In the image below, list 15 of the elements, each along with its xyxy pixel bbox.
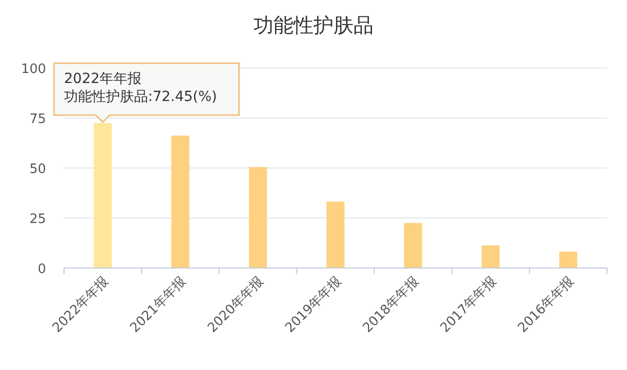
bar xyxy=(248,167,267,268)
y-tick-label: 75 xyxy=(29,112,46,127)
y-tick-label: 100 xyxy=(21,62,46,77)
bar xyxy=(94,123,112,268)
annotation: 2022年年报 xyxy=(64,71,142,88)
bar xyxy=(482,245,500,268)
bar xyxy=(404,223,422,268)
bar xyxy=(171,136,190,268)
bar xyxy=(326,202,344,268)
annotation: 功能性护肤品:72.45(%) xyxy=(64,89,218,106)
bar xyxy=(559,252,578,268)
y-tick-label: 25 xyxy=(29,212,46,227)
y-tick-label: 0 xyxy=(38,262,46,277)
chart-title: 功能性护肤品 xyxy=(254,13,374,37)
y-tick-label: 50 xyxy=(29,162,46,177)
